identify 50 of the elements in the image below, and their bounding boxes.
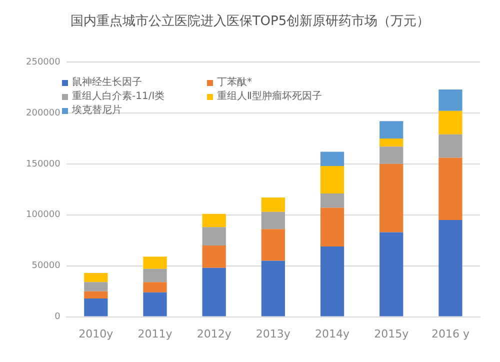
bar [261, 212, 285, 230]
y-tick-label: 100000 [26, 210, 61, 220]
bar [380, 232, 404, 316]
y-tick-label: 50000 [32, 261, 61, 272]
bar [438, 90, 462, 111]
bar [320, 193, 344, 208]
legend-label: 重组人Ⅱ型肿瘤坏死因子 [217, 90, 322, 104]
x-tick-label: 2016 y [431, 327, 470, 340]
bar [84, 298, 108, 316]
bar [202, 214, 226, 228]
bar [380, 121, 404, 138]
bar [320, 246, 344, 316]
bar [84, 272, 108, 282]
bar [320, 208, 344, 246]
bar [143, 292, 167, 316]
bar [143, 256, 167, 269]
bar [261, 198, 285, 212]
bar [320, 152, 344, 166]
bar [202, 268, 226, 316]
bar [438, 220, 462, 316]
bar [438, 158, 462, 220]
bar [143, 268, 167, 282]
x-tick-label: 2012y [196, 327, 232, 340]
chart-title: 国内重点城市公立医院进入医保TOP5创新原研药市场（万元） [69, 13, 431, 30]
bar [380, 164, 404, 232]
x-tick-label: 2011y [138, 327, 173, 340]
bar [261, 229, 285, 261]
legend-label: 鼠神经生长因子 [72, 76, 142, 90]
bar [438, 134, 462, 158]
legend-label: 埃克替尼片 [72, 104, 122, 118]
bar [202, 245, 226, 268]
legend-label: 重组人白介素-11/Ⅰ类 [72, 90, 165, 104]
x-tick-label: 2015y [374, 327, 410, 340]
y-tick-label: 200000 [26, 108, 61, 118]
x-tick-label: 2014y [315, 327, 350, 340]
bar [261, 260, 285, 316]
bar [380, 138, 404, 147]
bar [438, 110, 462, 134]
x-tick-label: 2010y [78, 327, 114, 340]
bar [84, 282, 108, 292]
y-tick-label: 250000 [26, 57, 61, 68]
bar [143, 282, 167, 292]
x-tick-label: 2013y [256, 327, 291, 340]
bar [202, 227, 226, 246]
bar [320, 166, 344, 194]
bar [84, 291, 108, 298]
y-tick-label: 0 [54, 312, 61, 322]
legend-label: 丁苯酞* [217, 76, 252, 90]
bar [380, 146, 404, 164]
y-tick-label: 150000 [26, 159, 61, 170]
